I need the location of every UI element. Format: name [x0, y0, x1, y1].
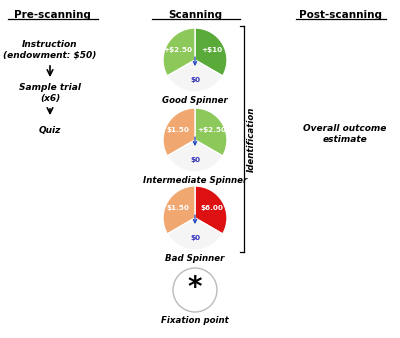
Text: +$2.50: +$2.50 — [163, 47, 192, 53]
Text: +$10: +$10 — [202, 47, 223, 53]
Text: +$2.50: +$2.50 — [198, 127, 227, 133]
Text: Fixation point: Fixation point — [161, 316, 229, 325]
Wedge shape — [167, 218, 223, 250]
Wedge shape — [195, 186, 227, 234]
Text: $6.00: $6.00 — [201, 205, 224, 211]
Circle shape — [173, 268, 217, 312]
Wedge shape — [167, 140, 223, 172]
Text: Scanning: Scanning — [168, 10, 222, 20]
Wedge shape — [167, 60, 223, 92]
Text: Quiz: Quiz — [39, 126, 61, 136]
Text: $1.50: $1.50 — [166, 205, 189, 211]
Text: $0: $0 — [190, 77, 200, 83]
Text: Overall outcome
estimate: Overall outcome estimate — [303, 124, 387, 144]
Text: Identification: Identification — [246, 106, 256, 172]
Wedge shape — [163, 28, 195, 76]
Wedge shape — [195, 28, 227, 76]
Text: Instruction
(endowment: $50): Instruction (endowment: $50) — [3, 40, 97, 60]
Text: $0: $0 — [190, 235, 200, 241]
Wedge shape — [163, 186, 195, 234]
Text: Post-scanning: Post-scanning — [298, 10, 382, 20]
Text: Bad Spinner: Bad Spinner — [165, 254, 225, 263]
Text: Good Spinner: Good Spinner — [162, 96, 228, 105]
Text: *: * — [188, 274, 202, 302]
Text: Pre-scanning: Pre-scanning — [14, 10, 90, 20]
Wedge shape — [163, 108, 195, 156]
Text: $0: $0 — [190, 157, 200, 163]
Text: $1.50: $1.50 — [166, 127, 189, 133]
Text: Intermediate Spinner: Intermediate Spinner — [143, 176, 247, 185]
Wedge shape — [195, 108, 227, 156]
Text: Sample trial
(x6): Sample trial (x6) — [19, 83, 81, 103]
